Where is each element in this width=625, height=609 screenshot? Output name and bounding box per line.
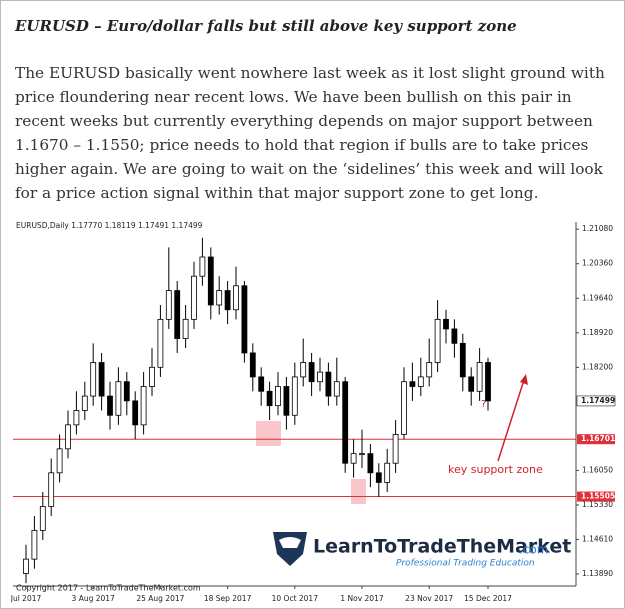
candle-body: [149, 366, 155, 387]
y-tick-label: 1.18200: [582, 362, 613, 371]
x-tick-label: 10 Oct 2017: [272, 594, 319, 603]
candle-body: [392, 434, 399, 464]
x-tick-label: 1 Nov 2017: [340, 594, 383, 603]
candle-body: [157, 318, 164, 368]
candle-body: [468, 376, 475, 392]
candle-body: [258, 376, 265, 392]
candle-body: [107, 395, 113, 416]
candle-body: [199, 256, 206, 277]
candle-body: [283, 386, 290, 416]
candle-body: [182, 318, 189, 339]
annotation: key support zone: [448, 463, 543, 476]
x-tick-label: 25 Aug 2017: [136, 594, 184, 603]
chart: EURUSD,Daily 1.17770 1.18119 1.17491 1.1…: [11, 221, 616, 603]
candle-body: [409, 381, 416, 387]
candle-body: [485, 362, 491, 402]
candle-body: [56, 448, 63, 474]
article-paragraph: The EURUSD basically went nowhere last w…: [15, 64, 605, 202]
candle-body: [249, 352, 256, 378]
price-label: 1.16701: [581, 434, 615, 443]
x-tick-label: 15 Dec 2017: [464, 594, 512, 603]
y-tick-label: 1.20360: [582, 259, 613, 268]
candle-body: [342, 381, 349, 464]
candle-body: [207, 256, 214, 306]
y-tick-label: 1.16050: [582, 465, 613, 474]
candle-body: [417, 376, 424, 387]
candle-body: [216, 290, 223, 306]
candle-body: [275, 386, 281, 407]
candle-body: [317, 371, 323, 383]
candle-body: [333, 381, 340, 397]
y-tick-label: 1.14610: [582, 534, 613, 543]
support-highlight: [351, 479, 366, 504]
chart-header: EURUSD,Daily 1.17770 1.18119 1.17491 1.1…: [16, 221, 203, 230]
last-price-label: 1.17499: [581, 396, 615, 405]
candle-body: [300, 362, 307, 378]
last-price-box: [576, 395, 616, 407]
candle-body: [308, 362, 315, 383]
copyright: Copyright 2017 - LearnToTradeTheMarket.c…: [16, 584, 201, 593]
candle-body: [23, 558, 29, 574]
candle-body: [350, 453, 357, 464]
candle-body: [401, 381, 407, 435]
x-tick-label: 3 Aug 2017: [72, 594, 115, 603]
candle-body: [367, 453, 374, 474]
candle-body: [191, 275, 197, 320]
candle-body: [123, 381, 130, 402]
support-highlight: [256, 421, 281, 446]
candle-body: [291, 376, 298, 416]
candle-body: [224, 290, 231, 311]
candle-body: [98, 362, 105, 397]
logo-bull: [279, 537, 301, 548]
logo-name: LearnToTradeTheMarket: [313, 536, 571, 558]
candle-body: [115, 381, 122, 416]
candle-body: [266, 390, 273, 407]
x-tick-label: 18 Sep 2017: [204, 594, 252, 603]
candle-body: [375, 472, 382, 483]
candle-body: [325, 371, 332, 397]
arrow: [497, 379, 525, 462]
price-label-box: [577, 434, 615, 445]
candle-body: [132, 400, 139, 426]
logo-tagline: Professional Trading Education: [396, 559, 535, 569]
candle-body: [233, 285, 239, 311]
candle-body: [384, 462, 391, 483]
price-label: 1.15505: [581, 492, 615, 501]
logo: LearnToTradeTheMarket .com Professional …: [273, 532, 571, 569]
candle-body: [434, 318, 441, 363]
candle-body: [31, 529, 38, 560]
candle-body: [165, 290, 172, 320]
candle-body: [48, 472, 55, 507]
y-tick-label: 1.13890: [582, 569, 613, 578]
annotation: ?: [481, 399, 486, 410]
y-tick-label: 1.15330: [582, 500, 613, 509]
y-tick-label: 1.18920: [582, 328, 613, 337]
article-title: EURUSD – Euro/dollar falls but still abo…: [15, 17, 517, 35]
candle-body: [90, 362, 97, 397]
candle-body: [426, 362, 433, 378]
candle-body: [65, 424, 71, 450]
candle-body: [73, 410, 80, 426]
candle-body: [81, 395, 88, 411]
candle-body: [451, 328, 458, 344]
logo-suffix: .com: [519, 543, 548, 557]
candle-body: [459, 342, 466, 378]
arrow-head: [520, 374, 528, 385]
candle-body: [39, 505, 46, 531]
y-tick-label: 1.19640: [582, 293, 613, 302]
candle-body: [140, 386, 147, 426]
candle-body: [359, 453, 365, 456]
x-tick-label: Jul 2017: [11, 594, 41, 603]
x-tick-label: 23 Nov 2017: [405, 594, 453, 603]
price-label-box: [577, 491, 615, 502]
candle-body: [443, 318, 449, 330]
y-tick-label: 1.21080: [582, 224, 613, 233]
candle-body: [476, 362, 483, 392]
candle-body: [241, 285, 248, 354]
candle-body: [174, 290, 181, 339]
